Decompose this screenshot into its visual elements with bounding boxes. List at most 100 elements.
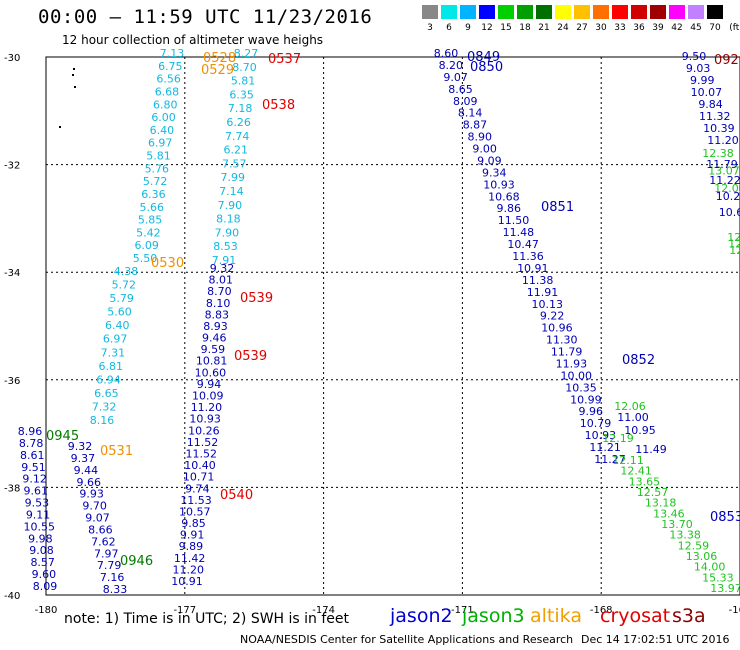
wave-height-value: 10.35 [565, 381, 597, 394]
lon-tick-label: -171 [451, 605, 474, 616]
lon-tick-label: -174 [312, 605, 335, 616]
scale-label: 18 [519, 23, 531, 33]
lon-tick-label: -165 [729, 605, 740, 616]
wave-height-value: 8.70 [232, 61, 257, 74]
scale-label: 33 [614, 23, 626, 33]
wave-height-value: 6.56 [156, 73, 181, 86]
pass-time-label: 0538 [262, 98, 295, 113]
wave-height-value: 5.50 [133, 252, 158, 265]
wave-height-value: 8.70 [207, 285, 232, 298]
pass-time-label: 0927 [714, 53, 740, 68]
wave-height-value: 8.16 [90, 414, 115, 427]
wave-height-value: 9.61 [24, 485, 49, 498]
wave-height-value: 5.72 [112, 279, 137, 292]
wave-height-value: 10.68 [488, 190, 520, 203]
wave-height-value: 9.70 [82, 500, 107, 513]
wave-height-value: 7.90 [215, 226, 240, 239]
legend-item-jason2: jason2 [390, 605, 453, 627]
wave-height-value: 11.27 [594, 453, 626, 466]
wave-height-value: 12.11 [612, 454, 644, 467]
wave-height-value: 8.53 [213, 240, 238, 253]
wave-height-value: 6.40 [105, 319, 130, 332]
wave-height-value: 10.93 [483, 178, 515, 191]
wave-height-value: 8.66 [88, 523, 113, 536]
wave-height-value: 9.94 [197, 378, 222, 391]
wave-height-value: 15.33 [702, 571, 734, 584]
wave-height-value: 11.22 [709, 174, 740, 187]
pass-time-label: 0850 [470, 60, 503, 75]
lon-tick-label: -180 [35, 605, 58, 616]
wave-height-value: 7.16 [100, 571, 125, 584]
wave-height-value: 6.00 [151, 111, 176, 124]
scale-label: 3 [427, 23, 433, 33]
wave-height-value: 8.20 [439, 59, 464, 72]
pass-time-label: 0529 [201, 63, 234, 78]
pass-time-label: 0531 [100, 444, 133, 459]
scale-swatch [498, 5, 514, 19]
wave-height-value: 9.99 [690, 74, 715, 87]
wave-height-value: 10.95 [624, 424, 656, 437]
pass-time-label: 0539 [234, 349, 267, 364]
footer-credit: NOAA/NESDIS Center for Satellite Applica… [240, 633, 574, 646]
wave-height-value: 11.00 [617, 411, 649, 424]
wave-height-value: 6.68 [155, 85, 180, 98]
land-dot [59, 126, 61, 128]
map-title: 00:00 – 11:59 UTC 11/23/2016 [38, 6, 373, 28]
wave-height-value: 10.79 [580, 417, 612, 430]
wave-height-value: 9.91 [180, 529, 205, 542]
wave-height-value: 8.33 [103, 583, 128, 596]
wave-height-value: 10.93 [189, 413, 221, 426]
wave-height-value: 9.51 [21, 461, 46, 474]
land-dots [59, 68, 76, 128]
wave-height-value: 11.93 [556, 357, 588, 370]
wave-height-value: 10.00 [560, 369, 592, 382]
wave-height-value: 7.62 [91, 535, 116, 548]
wave-height-value: 9.66 [77, 476, 102, 489]
scale-swatch [593, 5, 609, 19]
wave-height-value: 9.96 [578, 405, 603, 418]
pass-time-label: 0853 [710, 510, 740, 525]
wave-height-value: 6.40 [150, 124, 175, 137]
wave-height-value: 4.38 [114, 265, 139, 278]
wave-height-value: 12. [729, 244, 740, 257]
scale-label: 70 [709, 23, 721, 33]
wave-height-value: 9.32 [210, 262, 235, 275]
scale-unit: (ft) [729, 23, 740, 33]
land-dot [72, 74, 74, 76]
wave-height-value: 11.91 [527, 286, 559, 299]
pass-time-label: 0528 [203, 51, 236, 66]
wave-height-value: 11.49 [635, 443, 667, 456]
wave-height-value: 8.65 [448, 83, 473, 96]
wave-height-value: 8.60 [434, 47, 459, 60]
wave-height-value: 9.22 [540, 310, 565, 323]
wave-height-value: 12.19 [602, 432, 634, 445]
wave-height-value: 11.32 [699, 110, 731, 123]
land-dot [73, 68, 75, 70]
lat-tick-label: -36 [4, 376, 20, 387]
wave-height-value: 7.74 [225, 130, 250, 143]
wave-height-value: 5.76 [145, 162, 170, 175]
wave-height-value: 13.65 [629, 475, 661, 488]
lon-tick-label: -168 [590, 605, 613, 616]
wave-height-value: 10.57 [179, 505, 211, 518]
wave-height-value: 9.44 [74, 464, 99, 477]
wave-height-value: 11.20 [707, 134, 739, 147]
land-dot [74, 86, 76, 88]
wave-height-value: 10.39 [703, 122, 735, 135]
wave-height-value: 10.2 [716, 190, 740, 203]
scale-label: 24 [557, 23, 569, 33]
wave-height-value: 9.50 [682, 50, 707, 63]
wave-height-value: 11.79 [551, 346, 583, 359]
wave-height-value: 6.09 [134, 239, 159, 252]
wave-height-value: 9.11 [26, 508, 51, 521]
scale-label: 30 [595, 23, 607, 33]
wave-height-value: 10.26 [188, 424, 220, 437]
wave-height-value: 11.36 [512, 250, 544, 263]
wave-height-value: 9.32 [68, 440, 93, 453]
lat-tick-label: -34 [4, 268, 20, 279]
map-subtitle: 12 hour collection of altimeter wave hei… [62, 33, 324, 47]
scale-label: 36 [633, 23, 645, 33]
scale-swatch [460, 5, 476, 19]
